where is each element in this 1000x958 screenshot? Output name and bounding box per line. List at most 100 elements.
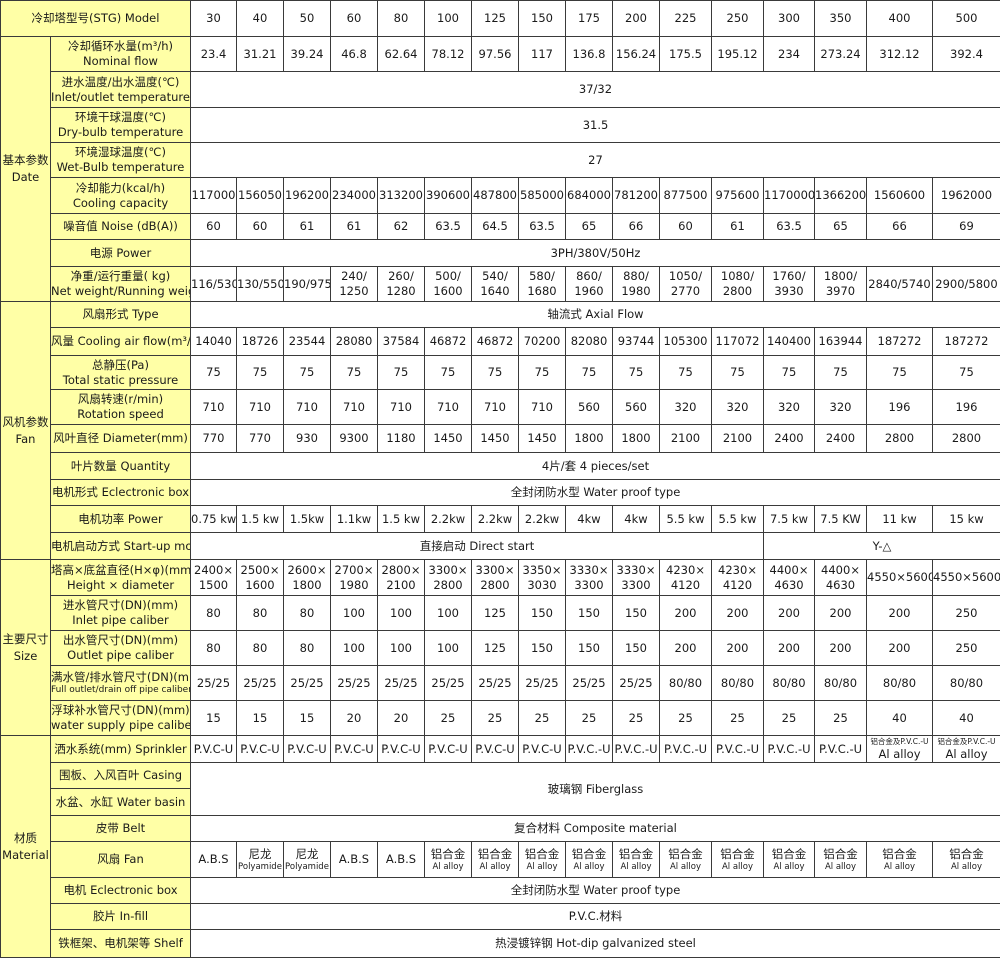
model-cell: 100 <box>425 1 472 37</box>
value-cell: 4550×5600 <box>933 560 1000 596</box>
value-cell: 61 <box>284 214 331 240</box>
row-label: 风叶直径 Diameter(mm) <box>51 425 191 453</box>
value-cell: 25/25 <box>519 666 566 701</box>
cell-line: 4630 <box>815 578 866 593</box>
value-cell: 2900/5800 <box>933 267 1000 302</box>
cell-line: 3300× <box>472 563 518 578</box>
merged-value-cell: 37/32 <box>191 72 1000 108</box>
cell-line: 1080/ <box>712 269 763 284</box>
cell-line: 4230× <box>712 563 763 578</box>
cell-line: 1960 <box>566 284 612 299</box>
value-cell: 75 <box>519 356 566 390</box>
value-cell: 64.5 <box>472 214 519 240</box>
cell-line: Size <box>1 648 50 665</box>
value-cell: 100 <box>425 631 472 666</box>
value-cell: 313200 <box>378 178 425 214</box>
value-cell: 14040 <box>191 328 237 356</box>
value-cell: 2.2kw <box>472 506 519 533</box>
value-cell: A.B.S <box>331 842 378 878</box>
row-label: 净重/运行重量( kg)Net weight/Running weight <box>51 267 191 302</box>
cell-line: 风扇转速(r/min) <box>51 392 190 407</box>
model-cell: 500 <box>933 1 1000 37</box>
value-cell: 28080 <box>331 328 378 356</box>
value-cell: 75 <box>613 356 660 390</box>
value-cell: P.V.C.-U <box>566 736 613 763</box>
value-cell: 710 <box>378 390 425 425</box>
value-cell: 2.2kw <box>519 506 566 533</box>
value-cell: 1800 <box>613 425 660 453</box>
value-cell: 80 <box>237 631 284 666</box>
cell-line: 2500× <box>237 563 283 578</box>
value-cell: 877500 <box>660 178 712 214</box>
value-cell: 136.8 <box>566 37 613 72</box>
value-cell: 0.75 kw <box>191 506 237 533</box>
cell-line: Date <box>1 169 50 186</box>
value-cell: 75 <box>933 356 1000 390</box>
value-cell: 15 <box>191 701 237 736</box>
value-cell: 150 <box>519 596 566 631</box>
value-cell: 930 <box>284 425 331 453</box>
cell-line: 出水管尺寸(DN)(mm) <box>51 633 190 648</box>
value-cell: 100 <box>378 631 425 666</box>
value-cell: 1560600 <box>867 178 933 214</box>
cell-line: 1980 <box>613 284 659 299</box>
cell-line: 铝合金 <box>519 847 565 862</box>
value-cell: 2700×1980 <box>331 560 378 596</box>
cell-line: 860/ <box>566 269 612 284</box>
value-cell: P.V.C-U <box>191 736 237 763</box>
row-label: 环境干球温度(℃)Dry-bulb temperature <box>51 108 191 143</box>
value-cell: 80 <box>191 596 237 631</box>
value-cell: 3300×2800 <box>425 560 472 596</box>
value-cell: 39.24 <box>284 37 331 72</box>
value-cell: 117072 <box>712 328 764 356</box>
cell-line: 2600× <box>284 563 330 578</box>
value-cell: 2840/5740 <box>867 267 933 302</box>
cell-line: 满水管/排水管尺寸(DN)(mm) <box>51 670 190 685</box>
value-cell: 200 <box>660 596 712 631</box>
value-cell: P.V.C.-U <box>815 736 867 763</box>
cell-line: Inlet pipe caliber <box>51 613 190 628</box>
value-cell: 1366200 <box>815 178 867 214</box>
value-cell: 150 <box>566 631 613 666</box>
value-cell: 175.5 <box>660 37 712 72</box>
value-cell: 150 <box>519 631 566 666</box>
row-label: 进水温度/出水温度(℃)Inlet/outlet temperature <box>51 72 191 108</box>
value-cell: 7.5 kw <box>764 506 815 533</box>
cell-line: 进水管尺寸(DN)(mm) <box>51 598 190 613</box>
model-cell: 125 <box>472 1 519 37</box>
value-cell: 200 <box>712 631 764 666</box>
cell-line: 铝合金 <box>764 847 814 862</box>
cell-line: 塔高×底盆直径(H×φ)(mm) <box>51 563 190 578</box>
value-cell: 4550×5600 <box>867 560 933 596</box>
cell-line: Wet-Bulb temperature <box>51 160 190 175</box>
value-cell: 4400×4630 <box>764 560 815 596</box>
row-label: 电机形式 Eclectronic box <box>51 480 191 506</box>
value-cell: 2800 <box>867 425 933 453</box>
value-cell: 25/25 <box>566 666 613 701</box>
merged-value-cell: 全封闭防水型 Water proof type <box>191 480 1000 506</box>
value-cell: 37584 <box>378 328 425 356</box>
row-label: 满水管/排水管尺寸(DN)(mm)Full outlet/drain off p… <box>51 666 191 701</box>
value-cell: 2100 <box>712 425 764 453</box>
cell-line: 540/ <box>472 269 518 284</box>
value-cell: 80/80 <box>660 666 712 701</box>
value-cell: 150 <box>613 596 660 631</box>
value-cell: 2400 <box>764 425 815 453</box>
cell-line: Al alloy <box>815 862 866 873</box>
cell-line: Al alloy <box>660 862 711 873</box>
value-cell: 61 <box>712 214 764 240</box>
value-cell: 11 kw <box>867 506 933 533</box>
value-cell: 75 <box>191 356 237 390</box>
